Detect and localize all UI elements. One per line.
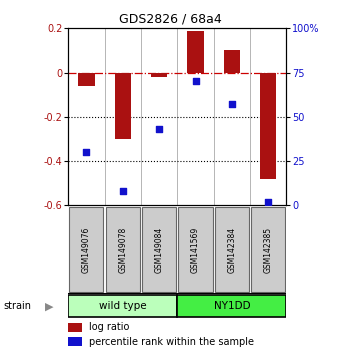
Text: GSM149078: GSM149078 bbox=[118, 227, 127, 273]
Bar bbox=[224, 51, 240, 73]
Text: strain: strain bbox=[3, 301, 31, 311]
Point bbox=[266, 199, 271, 205]
Text: wild type: wild type bbox=[99, 301, 147, 311]
Bar bbox=[151, 73, 167, 77]
Text: GSM141569: GSM141569 bbox=[191, 227, 200, 273]
Bar bbox=[251, 207, 285, 292]
Bar bbox=[115, 73, 131, 139]
Text: GSM149084: GSM149084 bbox=[154, 227, 164, 273]
Point bbox=[120, 188, 125, 194]
Text: NY1DD: NY1DD bbox=[213, 301, 250, 311]
Bar bbox=[178, 207, 212, 292]
Text: percentile rank within the sample: percentile rank within the sample bbox=[89, 337, 254, 347]
Point bbox=[84, 149, 89, 155]
Text: ▶: ▶ bbox=[45, 301, 54, 311]
Bar bbox=[187, 30, 204, 73]
Text: GSM142384: GSM142384 bbox=[227, 227, 236, 273]
Bar bbox=[260, 73, 277, 179]
Bar bbox=[177, 295, 286, 318]
Point bbox=[193, 79, 198, 84]
Bar bbox=[106, 207, 140, 292]
Bar bbox=[78, 73, 94, 86]
Bar bbox=[142, 207, 176, 292]
Point bbox=[229, 102, 235, 107]
Text: GDS2826 / 68a4: GDS2826 / 68a4 bbox=[119, 12, 222, 25]
Text: log ratio: log ratio bbox=[89, 322, 129, 332]
Bar bbox=[215, 207, 249, 292]
Text: GSM142385: GSM142385 bbox=[264, 227, 273, 273]
Bar bbox=[68, 295, 177, 318]
Text: GSM149076: GSM149076 bbox=[82, 226, 91, 273]
Point bbox=[157, 126, 162, 132]
Bar bbox=[69, 207, 103, 292]
